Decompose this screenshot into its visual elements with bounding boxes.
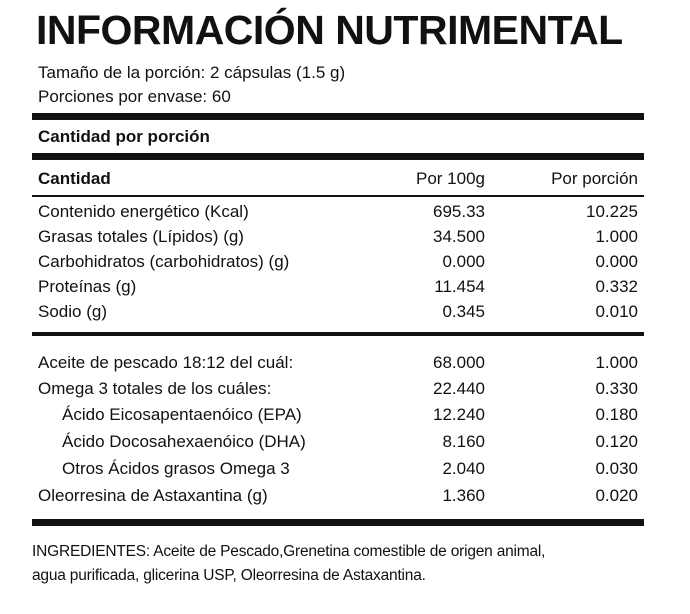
row-per-serving: 0.030 <box>595 459 638 478</box>
row-per-serving: 0.180 <box>595 405 638 424</box>
row-per-100g: 1.360 <box>442 486 485 505</box>
row-per-100g: 11.454 <box>434 277 485 296</box>
label-title: INFORMACIÓN NUTRIMENTAL <box>36 7 623 53</box>
row-per-serving: 0.010 <box>595 302 638 321</box>
table-row: Grasas totales (Lípidos) (g) 34.500 1.00… <box>32 225 644 249</box>
table-row: Carbohidratos (carbohidratos) (g) 0.000 … <box>32 250 644 274</box>
column-header-per-serving: Por porción <box>551 169 638 188</box>
ingredients-line: INGREDIENTES: Aceite de Pescado,Grenetin… <box>32 543 546 560</box>
table-row: Omega 3 totales de los cuáles: 22.440 0.… <box>32 377 644 401</box>
row-per-100g: 12.240 <box>433 405 485 424</box>
row-per-100g: 0.345 <box>442 302 485 321</box>
table-row: Proteínas (g) 11.454 0.332 <box>32 275 644 299</box>
table-row: Contenido energético (Kcal) 695.33 10.22… <box>32 200 644 224</box>
row-per-100g: 0.000 <box>442 252 485 271</box>
servings-per-container: Porciones por envase: 60 <box>38 87 231 106</box>
row-name: Carbohidratos (carbohidratos) (g) <box>38 252 290 271</box>
row-name: Grasas totales (Lípidos) (g) <box>38 227 244 246</box>
row-per-serving: 1.000 <box>595 227 638 246</box>
divider-section <box>32 153 644 160</box>
row-name: Contenido energético (Kcal) <box>38 202 249 221</box>
table-row: Ácido Eicosapentaenóico (EPA) 12.240 0.1… <box>32 403 644 427</box>
divider-header <box>32 195 644 197</box>
column-header-name: Cantidad <box>38 169 111 188</box>
serving-size: Tamaño de la porción: 2 cápsulas (1.5 g) <box>38 63 346 82</box>
row-per-serving: 0.020 <box>595 486 638 505</box>
table-row: Aceite de pescado 18:12 del cuál: 68.000… <box>32 351 644 375</box>
row-per-serving: 0.000 <box>595 252 638 271</box>
row-per-serving: 10.225 <box>586 202 638 221</box>
table-row: Sodio (g) 0.345 0.010 <box>32 300 644 324</box>
amount-per-serving-heading: Cantidad por porción <box>38 127 210 146</box>
row-per-100g: 8.160 <box>442 432 485 451</box>
divider-middle <box>32 332 644 336</box>
row-per-100g: 22.440 <box>433 379 485 398</box>
row-name: Oleorresina de Astaxantina (g) <box>38 486 268 505</box>
table-row: Ácido Docosahexaenóico (DHA) 8.160 0.120 <box>32 430 644 454</box>
row-per-serving: 0.120 <box>595 432 638 451</box>
row-name: Omega 3 totales de los cuáles: <box>38 379 272 398</box>
ingredients-text: INGREDIENTES: Aceite de Pescado,Grenetin… <box>32 540 672 588</box>
row-per-100g: 695.33 <box>433 202 485 221</box>
divider-bottom <box>32 519 644 526</box>
row-name: Sodio (g) <box>38 302 107 321</box>
nutrition-facts-label: INFORMACIÓN NUTRIMENTAL Tamaño de la por… <box>32 0 644 614</box>
row-per-100g: 68.000 <box>433 353 485 372</box>
column-header-per-100g: Por 100g <box>416 169 485 188</box>
ingredients-line: agua purificada, glicerina USP, Oleorres… <box>32 567 426 584</box>
row-name: Ácido Docosahexaenóico (DHA) <box>62 432 306 451</box>
row-name: Aceite de pescado 18:12 del cuál: <box>38 353 294 372</box>
table-row: Otros Ácidos grasos Omega 3 2.040 0.030 <box>32 457 644 481</box>
row-per-100g: 34.500 <box>433 227 485 246</box>
table-row: Oleorresina de Astaxantina (g) 1.360 0.0… <box>32 484 644 508</box>
row-name: Otros Ácidos grasos Omega 3 <box>62 459 290 478</box>
row-name: Ácido Eicosapentaenóico (EPA) <box>62 405 302 424</box>
row-name: Proteínas (g) <box>38 277 137 296</box>
row-per-serving: 0.330 <box>595 379 638 398</box>
row-per-100g: 2.040 <box>442 459 485 478</box>
row-per-serving: 1.000 <box>595 353 638 372</box>
row-per-serving: 0.332 <box>595 277 638 296</box>
divider-top <box>32 113 644 120</box>
